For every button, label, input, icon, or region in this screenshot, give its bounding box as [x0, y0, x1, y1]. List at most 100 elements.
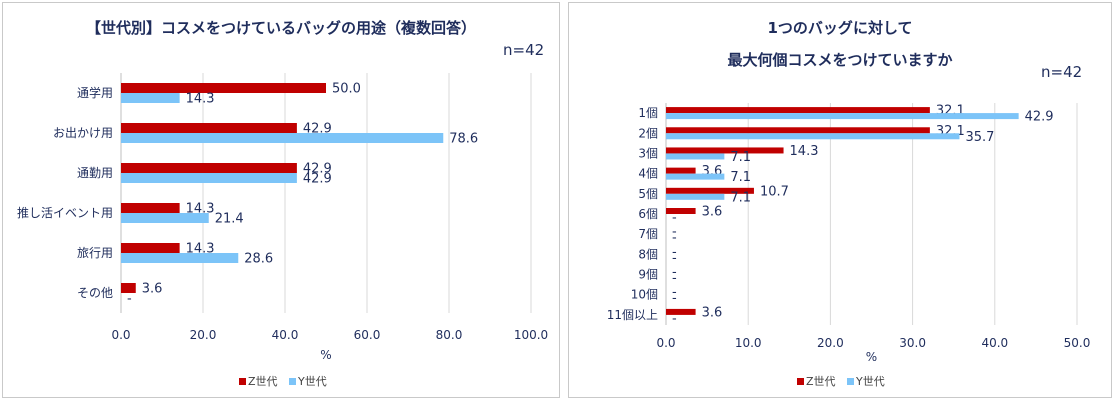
- x-tick-label: 40.0: [981, 336, 1008, 350]
- data-label: -: [672, 231, 677, 246]
- category-label: 6個: [638, 207, 658, 221]
- category-label: 通勤用: [77, 166, 113, 180]
- max-count-bar-chart: 0.0 10.0 20.0 30.0 40.0 50.0%1個 32.1 42.92個 32.1…: [607, 103, 1091, 364]
- category-label: 3個: [638, 146, 658, 160]
- bar-z: [121, 83, 326, 93]
- data-label: -: [672, 265, 677, 280]
- x-axis-label: %: [320, 348, 331, 362]
- sample-size-label: n=42: [503, 41, 545, 59]
- bar-y: [121, 173, 297, 183]
- usage-bar-chart: 0.0 20.0 40.0 60.0 80.0 100.0% 通学用 50.0 14.3 お出かけ…: [17, 73, 548, 362]
- data-label: 14.3: [186, 92, 215, 107]
- data-label: -: [672, 291, 677, 306]
- data-label: -: [672, 225, 677, 240]
- legend-swatch-y: [847, 377, 855, 385]
- data-label: 14.3: [186, 202, 215, 217]
- data-label: 14.3: [186, 242, 215, 257]
- data-label: 3.6: [142, 282, 163, 297]
- x-tick-label: 50.0: [1064, 336, 1091, 350]
- bar-z: [121, 243, 180, 253]
- category-label: 1個: [638, 106, 658, 120]
- data-label: -: [672, 251, 677, 266]
- category-label: 通学用: [77, 85, 113, 100]
- bar-y: [121, 253, 239, 263]
- bar-y: [666, 173, 725, 180]
- data-label: 7.1: [730, 170, 751, 185]
- x-tick-label: 10.0: [735, 336, 762, 350]
- category-label: その他: [77, 286, 113, 300]
- data-label: 42.9: [303, 162, 332, 177]
- data-label: 3.6: [702, 305, 723, 320]
- legend-item-y: Y世代: [289, 375, 327, 388]
- bar-y: [121, 133, 444, 143]
- legend-swatch-z: [239, 377, 246, 385]
- x-tick-label: 80.0: [436, 328, 463, 342]
- chart-title: 1つのバッグに対して: [767, 19, 913, 37]
- bar-z: [666, 107, 930, 114]
- bar-z: [121, 123, 297, 133]
- category-label: 10個: [631, 288, 658, 302]
- x-tick-label: 60.0: [354, 328, 381, 342]
- x-tick-label: 40.0: [272, 328, 299, 342]
- bar-y: [121, 93, 180, 103]
- category-label: 推し活イベント用: [17, 206, 113, 220]
- bar-y: [666, 113, 1019, 120]
- data-label: 42.9: [303, 122, 332, 137]
- data-label: 3.6: [702, 205, 723, 220]
- legend-item-z: Z世代: [797, 375, 836, 388]
- chart-subtitle: 最大何個コスメをつけていますか: [727, 51, 953, 69]
- chart-panel-max-count: 1つのバッグに対して 最大何個コスメをつけていますか n=42 0.0 10.0 2…: [568, 2, 1112, 398]
- legend-label-y: Y世代: [856, 375, 885, 388]
- bar-y: [666, 193, 725, 200]
- data-label: -: [127, 292, 132, 307]
- x-axis-label: %: [866, 350, 877, 364]
- data-label: 35.7: [965, 130, 994, 145]
- legend-label-z: Z世代: [248, 375, 278, 388]
- data-label: 50.0: [332, 82, 361, 97]
- legend: Z世代 Y世代: [797, 373, 893, 389]
- data-label: -: [672, 311, 677, 326]
- data-label: 21.4: [215, 212, 244, 227]
- bar-z: [666, 167, 696, 174]
- bar-z: [121, 283, 136, 293]
- bar-z: [121, 203, 180, 213]
- data-label: 42.9: [303, 172, 332, 187]
- chart-panel-usage: 【世代別】コスメをつけているバッグの用途（複数回答） n=42 0.0 20.0 4…: [2, 2, 560, 398]
- bar-z: [666, 308, 696, 315]
- x-tick-label: 0.0: [111, 328, 130, 342]
- category-label: 7個: [638, 227, 658, 241]
- x-tick-label: 30.0: [899, 336, 926, 350]
- data-label: 7.1: [730, 150, 751, 165]
- bar-z: [666, 127, 930, 134]
- category-label: 旅行用: [77, 246, 113, 260]
- bar-y: [666, 153, 725, 160]
- bar-y: [121, 213, 209, 223]
- data-label: 10.7: [760, 184, 789, 199]
- bar-z: [666, 147, 784, 154]
- chart-title: 【世代別】コスメをつけているバッグの用途（複数回答）: [85, 19, 476, 37]
- data-label: 42.9: [1025, 110, 1054, 125]
- category-label: 4個: [638, 167, 658, 181]
- legend-swatch-y: [289, 377, 297, 385]
- category-label: 2個: [638, 126, 658, 140]
- legend-item-y: Y世代: [847, 375, 885, 388]
- bar-z: [121, 163, 297, 173]
- x-tick-label: 20.0: [190, 328, 217, 342]
- data-label: 7.1: [730, 190, 751, 205]
- category-label: 11個以上: [607, 308, 658, 322]
- data-label: 14.3: [790, 144, 819, 159]
- data-label: -: [672, 245, 677, 260]
- x-tick-label: 20.0: [817, 336, 844, 350]
- category-label: お出かけ用: [53, 126, 113, 140]
- data-label: -: [672, 271, 677, 286]
- legend-item-z: Z世代: [239, 375, 278, 388]
- data-label: 78.6: [449, 132, 478, 147]
- legend: Z世代 Y世代: [239, 373, 335, 389]
- bar-y: [666, 133, 960, 140]
- data-label: 28.6: [244, 252, 273, 267]
- data-label: -: [672, 211, 677, 226]
- category-label: 8個: [638, 247, 658, 261]
- bar-z: [666, 187, 754, 194]
- sample-size-label: n=42: [1041, 63, 1083, 81]
- category-label: 9個: [638, 268, 658, 282]
